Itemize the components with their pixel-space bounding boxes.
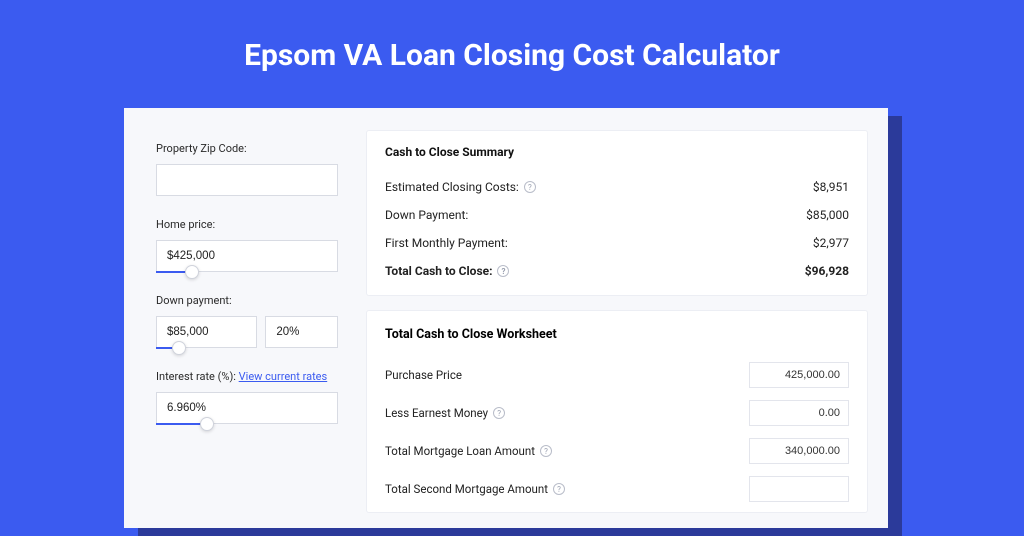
home-price-label: Home price: xyxy=(156,218,338,231)
worksheet-row-label: Total Mortgage Loan Amount? xyxy=(385,444,552,458)
summary-row: Total Cash to Close:? $96,928 xyxy=(385,257,849,285)
interest-rate-label-text: Interest rate (%): xyxy=(156,370,236,383)
summary-row-label: Total Cash to Close:? xyxy=(385,264,509,278)
worksheet-row: Total Mortgage Loan Amount? xyxy=(385,432,849,470)
help-icon[interactable]: ? xyxy=(524,181,536,193)
help-icon[interactable]: ? xyxy=(497,265,509,277)
down-payment-field: Down payment: xyxy=(156,294,338,348)
worksheet-panel: Total Cash to Close Worksheet Purchase P… xyxy=(366,310,868,513)
zip-field: Property Zip Code: xyxy=(156,142,338,196)
summary-row-label: Estimated Closing Costs:? xyxy=(385,180,536,194)
interest-rate-field: Interest rate (%): View current rates xyxy=(156,370,338,424)
help-icon[interactable]: ? xyxy=(553,483,565,495)
home-price-field: Home price: xyxy=(156,218,338,272)
worksheet-row: Total Second Mortgage Amount? xyxy=(385,470,849,508)
summary-row-label: Down Payment: xyxy=(385,208,468,222)
interest-rate-label: Interest rate (%): View current rates xyxy=(156,370,338,383)
worksheet-row: Purchase Price xyxy=(385,356,849,394)
worksheet-row-input[interactable] xyxy=(749,400,849,426)
down-payment-input[interactable] xyxy=(156,316,257,348)
summary-row-value: $2,977 xyxy=(813,236,849,250)
worksheet-row-label: Total Second Mortgage Amount? xyxy=(385,482,565,496)
worksheet-row-label: Less Earnest Money? xyxy=(385,406,505,420)
calculator-card: Property Zip Code: Home price: Down paym… xyxy=(124,108,888,528)
slider-thumb[interactable] xyxy=(200,417,214,431)
summary-row: First Monthly Payment: $2,977 xyxy=(385,229,849,257)
worksheet-row: Less Earnest Money? xyxy=(385,394,849,432)
worksheet-row-label: Purchase Price xyxy=(385,368,462,382)
summary-panel: Cash to Close Summary Estimated Closing … xyxy=(366,130,868,296)
down-payment-pct-input[interactable] xyxy=(265,316,338,348)
summary-row-value: $96,928 xyxy=(805,264,849,278)
worksheet-row-input[interactable] xyxy=(749,476,849,502)
summary-row: Down Payment: $85,000 xyxy=(385,201,849,229)
inputs-column: Property Zip Code: Home price: Down paym… xyxy=(124,108,356,528)
slider-thumb[interactable] xyxy=(172,341,186,355)
worksheet-row-input[interactable] xyxy=(749,438,849,464)
view-rates-link[interactable]: View current rates xyxy=(239,370,328,383)
zip-input[interactable] xyxy=(156,164,338,196)
summary-row-value: $85,000 xyxy=(806,208,849,222)
home-price-input[interactable] xyxy=(156,240,338,272)
results-column: Cash to Close Summary Estimated Closing … xyxy=(356,108,888,528)
help-icon[interactable]: ? xyxy=(493,407,505,419)
summary-row-label: First Monthly Payment: xyxy=(385,236,508,250)
worksheet-title: Total Cash to Close Worksheet xyxy=(385,327,849,342)
summary-row-value: $8,951 xyxy=(813,180,849,194)
worksheet-row-input[interactable] xyxy=(749,362,849,388)
down-payment-label: Down payment: xyxy=(156,294,338,307)
help-icon[interactable]: ? xyxy=(540,445,552,457)
summary-row: Estimated Closing Costs:? $8,951 xyxy=(385,173,849,201)
down-payment-slider[interactable] xyxy=(156,316,257,348)
zip-label: Property Zip Code: xyxy=(156,142,338,155)
page-title: Epsom VA Loan Closing Cost Calculator xyxy=(0,0,1024,101)
summary-title: Cash to Close Summary xyxy=(385,145,849,159)
home-price-slider[interactable] xyxy=(156,240,338,272)
slider-thumb[interactable] xyxy=(185,265,199,279)
interest-rate-input[interactable] xyxy=(156,392,338,424)
interest-rate-slider[interactable] xyxy=(156,392,338,424)
